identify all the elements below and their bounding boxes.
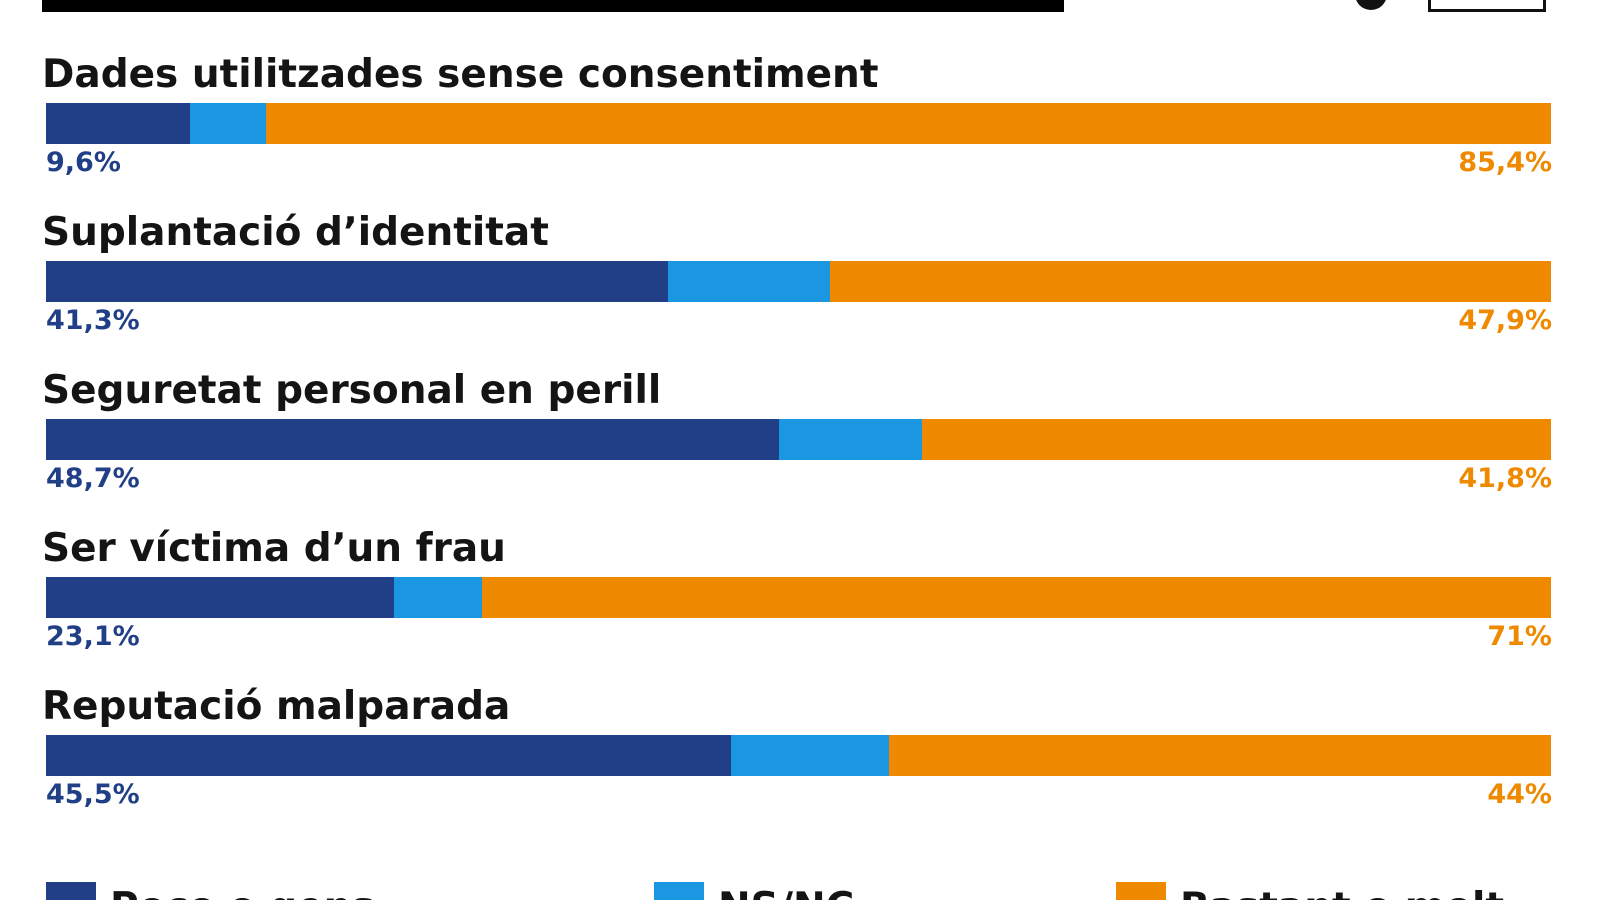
legend-item-ns-nc: NS/NC bbox=[654, 882, 854, 900]
category-label: Seguretat personal en perill bbox=[42, 368, 662, 413]
bar-segment-bastant-o-molt bbox=[830, 261, 1551, 302]
value-label-bastant-o-molt: 41,8% bbox=[1458, 463, 1552, 494]
legend-swatch bbox=[1116, 882, 1166, 900]
value-label-bastant-o-molt: 85,4% bbox=[1458, 147, 1552, 178]
value-label-poco-o-gens: 9,6% bbox=[46, 147, 121, 178]
category-label: Dades utilitzades sense consentiment bbox=[42, 52, 879, 97]
stacked-bar bbox=[46, 419, 1551, 460]
value-label-bastant-o-molt: 71% bbox=[1487, 621, 1552, 652]
bar-segment-bastant-o-molt bbox=[265, 103, 1551, 144]
bar-segment-bastant-o-molt bbox=[921, 419, 1551, 460]
value-label-poco-o-gens: 41,3% bbox=[46, 305, 140, 336]
category-label: Ser víctima d’un frau bbox=[42, 526, 506, 571]
bar-segment-bastant-o-molt bbox=[888, 735, 1551, 776]
bar-segment-poco-o-gens bbox=[46, 577, 394, 618]
publisher-logo-mark bbox=[1355, 0, 1387, 10]
legend-label: NS/NC bbox=[718, 888, 854, 900]
bar-segment-bastant-o-molt bbox=[482, 577, 1551, 618]
bar-segment-poco-o-gens bbox=[46, 103, 191, 144]
value-label-poco-o-gens: 23,1% bbox=[46, 621, 140, 652]
legend-item-bastant-o-molt: Bastant o molt bbox=[1116, 882, 1504, 900]
bar-segment-poco-o-gens bbox=[46, 735, 731, 776]
bar-segment-ns-nc bbox=[190, 103, 266, 144]
stacked-bar bbox=[46, 261, 1551, 302]
value-label-bastant-o-molt: 44% bbox=[1487, 779, 1552, 810]
category-label: Suplantació d’identitat bbox=[42, 210, 549, 255]
category-label: Reputació malparada bbox=[42, 684, 511, 729]
bar-segment-poco-o-gens bbox=[46, 261, 668, 302]
bar-segment-ns-nc bbox=[730, 735, 889, 776]
value-label-poco-o-gens: 45,5% bbox=[46, 779, 140, 810]
legend-swatch bbox=[654, 882, 704, 900]
bar-segment-ns-nc bbox=[393, 577, 483, 618]
legend-label: Poco o gens bbox=[110, 888, 375, 900]
stacked-bar bbox=[46, 735, 1551, 776]
bar-segment-ns-nc bbox=[667, 261, 831, 302]
stacked-bar bbox=[46, 577, 1551, 618]
legend-swatch bbox=[46, 882, 96, 900]
bar-segment-ns-nc bbox=[778, 419, 922, 460]
publisher-logo-box bbox=[1428, 0, 1546, 12]
chart-title-banner bbox=[42, 0, 1064, 12]
value-label-bastant-o-molt: 47,9% bbox=[1458, 305, 1552, 336]
legend-label: Bastant o molt bbox=[1180, 888, 1504, 900]
value-label-poco-o-gens: 48,7% bbox=[46, 463, 140, 494]
bar-segment-poco-o-gens bbox=[46, 419, 779, 460]
stacked-bar bbox=[46, 103, 1551, 144]
legend-item-poco-o-gens: Poco o gens bbox=[46, 882, 375, 900]
